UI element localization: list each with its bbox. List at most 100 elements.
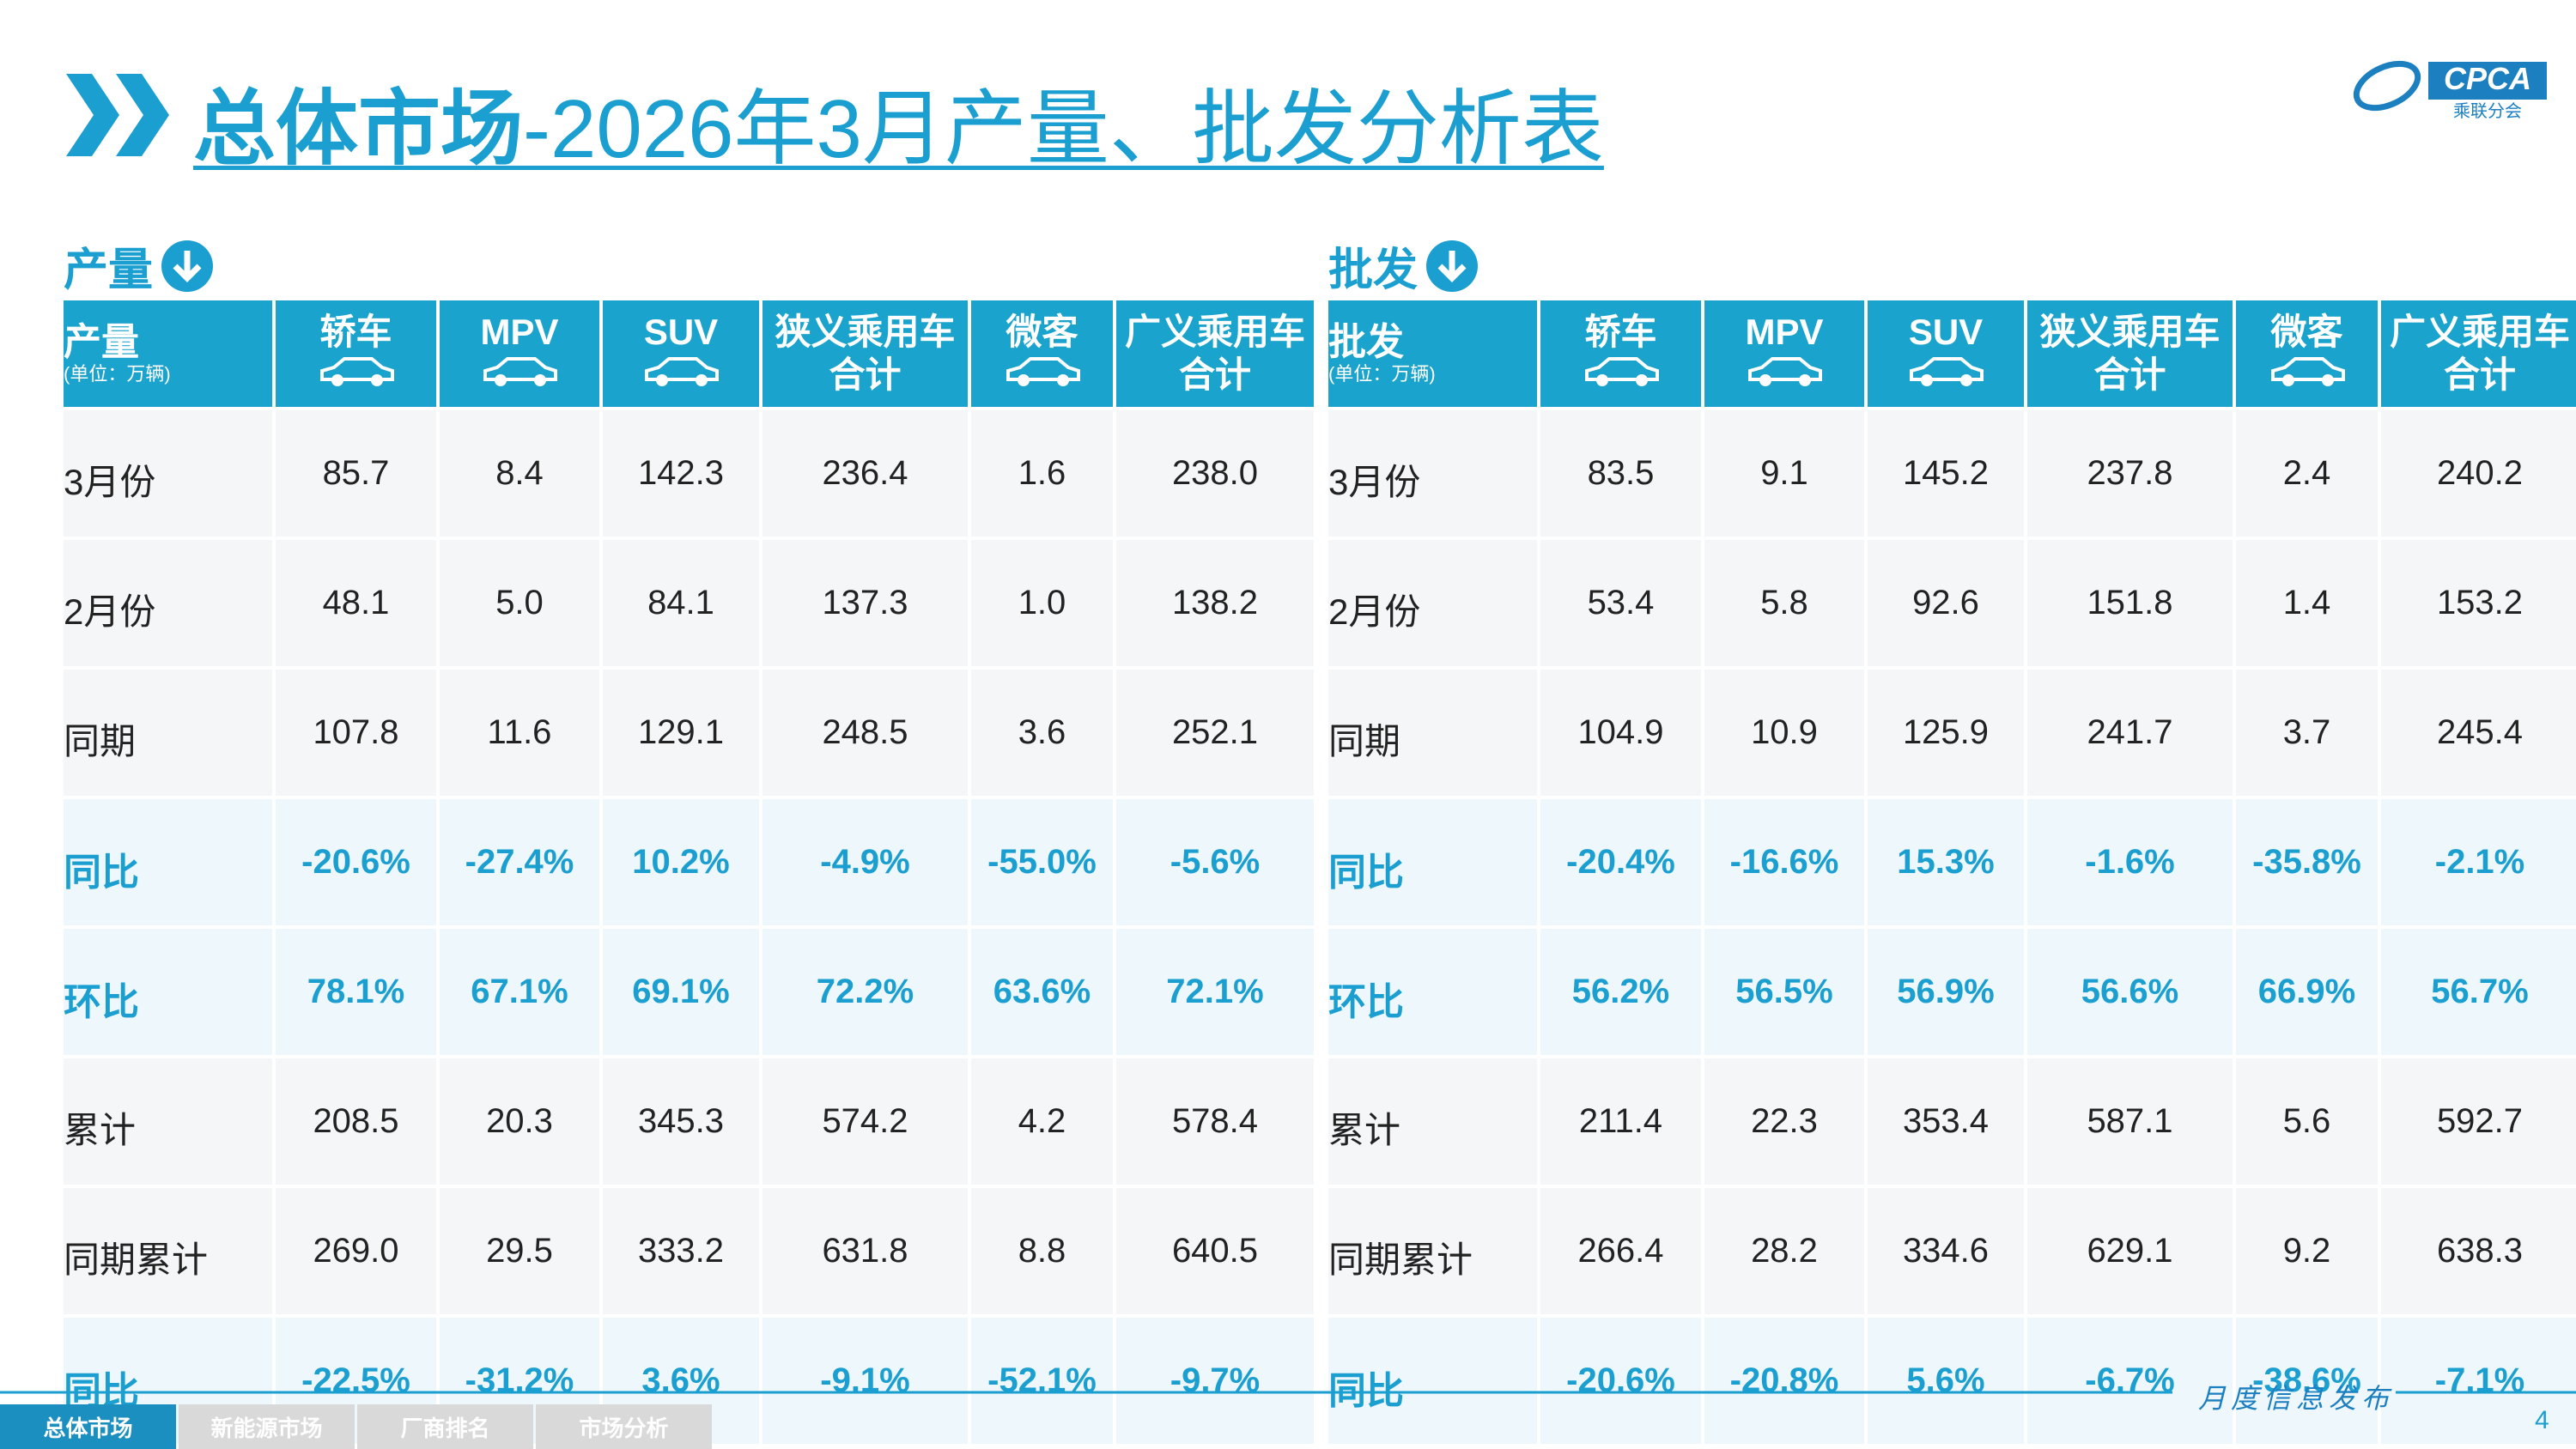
cell-value: 104.9 bbox=[1540, 670, 1701, 796]
table-row: 同期累计 266.4 28.2 334.6 629.1 9.2 638.3 bbox=[1328, 1188, 2576, 1314]
cell-value: 125.9 bbox=[1868, 670, 2024, 796]
row-label: 累计 bbox=[64, 1058, 272, 1185]
column-header: SUV bbox=[1868, 300, 2024, 407]
section-label: 批发 bbox=[1328, 233, 1479, 298]
row-label: 同比 bbox=[1328, 799, 1537, 925]
cell-value: 69.1% bbox=[603, 929, 759, 1055]
cell-value: -55.0% bbox=[971, 799, 1113, 925]
data-table: 批发 (单位：万辆) 轿车 MPV SUV 狭义乘用车 合计 微客 广义乘用车 合计 3月份 83.5… bbox=[1325, 297, 2576, 1447]
cell-value: 63.6% bbox=[971, 929, 1113, 1055]
column-header-text: 微客 bbox=[2270, 311, 2343, 352]
cell-value: 8.8 bbox=[971, 1188, 1113, 1314]
column-header: 轿车 bbox=[276, 300, 436, 407]
cell-value: 211.4 bbox=[1540, 1058, 1701, 1185]
column-header-text: 轿车 bbox=[319, 311, 392, 352]
cell-value: 53.4 bbox=[1540, 540, 1701, 666]
cell-value: 151.8 bbox=[2027, 540, 2233, 666]
car-icon bbox=[1910, 356, 1984, 386]
logo-text: CPCA bbox=[2444, 61, 2531, 96]
footer-tab[interactable]: 新能源市场 bbox=[179, 1404, 355, 1449]
car-icon bbox=[483, 356, 557, 386]
cell-value: 245.4 bbox=[2381, 670, 2576, 796]
cell-value: 237.8 bbox=[2027, 410, 2233, 537]
corner-cell: 产量 (单位：万辆) bbox=[64, 300, 272, 407]
cell-value: -20.4% bbox=[1540, 799, 1701, 925]
column-header-text: 合计 bbox=[2093, 355, 2166, 395]
car-icon bbox=[319, 356, 394, 386]
footer-tab[interactable]: 市场分析 bbox=[536, 1404, 712, 1449]
row-label: 2月份 bbox=[64, 540, 272, 666]
cell-value: 92.6 bbox=[1868, 540, 2024, 666]
header-row: 产量 (单位：万辆) 轿车 MPV SUV 狭义乘用车 合计 微客 广义乘用车合计 bbox=[64, 300, 1314, 407]
cell-value: 353.4 bbox=[1868, 1058, 2024, 1185]
cell-value: -16.6% bbox=[1704, 799, 1864, 925]
column-header: 微客 bbox=[971, 300, 1113, 407]
row-label: 环比 bbox=[1328, 929, 1537, 1055]
column-header-text: 微客 bbox=[1005, 311, 1078, 352]
cell-value: 20.3 bbox=[440, 1058, 599, 1185]
title: 总体市场-2026年3月产量、批发分析表 bbox=[193, 62, 1604, 181]
table-row: 同比 -20.6% -20.8% 5.6% -6.7% -38.6% -7.1% bbox=[1328, 1318, 2576, 1444]
cell-value: 137.3 bbox=[762, 540, 968, 666]
cell-value: 252.1 bbox=[1116, 670, 1314, 796]
cell-value: 10.2% bbox=[603, 799, 759, 925]
cell-value: -5.6% bbox=[1116, 799, 1314, 925]
row-label: 3月份 bbox=[64, 410, 272, 537]
cell-value: 574.2 bbox=[762, 1058, 968, 1185]
logo-sub: 乘联分会 bbox=[2453, 101, 2522, 120]
column-header: 微客 bbox=[2236, 300, 2378, 407]
cell-value: 153.2 bbox=[2381, 540, 2576, 666]
cell-value: 238.0 bbox=[1116, 410, 1314, 537]
unit-label: (单位：万辆) bbox=[64, 363, 171, 385]
table-row: 同比 -20.6% -27.4% 10.2% -4.9% -55.0% -5.6% bbox=[64, 799, 1314, 925]
footer-tab[interactable]: 总体市场 bbox=[0, 1404, 176, 1449]
cell-value: 107.8 bbox=[276, 670, 436, 796]
column-header: MPV bbox=[440, 300, 599, 407]
cell-value: 592.7 bbox=[2381, 1058, 2576, 1185]
cell-value: -2.1% bbox=[2381, 799, 2576, 925]
cell-value: 11.6 bbox=[440, 670, 599, 796]
cell-value: 9.1 bbox=[1704, 410, 1864, 537]
section-label: 产量 bbox=[64, 233, 215, 298]
page-number: 4 bbox=[2535, 1406, 2549, 1434]
table-row: 环比 56.2% 56.5% 56.9% 56.6% 66.9% 56.7% bbox=[1328, 929, 2576, 1055]
column-header-text: 合计 bbox=[829, 355, 902, 395]
cell-value: 83.5 bbox=[1540, 410, 1701, 537]
cell-value: 1.6 bbox=[971, 410, 1113, 537]
column-header-text: 轿车 bbox=[1584, 311, 1657, 352]
cell-value: 15.3% bbox=[1868, 799, 2024, 925]
cell-value: 333.2 bbox=[603, 1188, 759, 1314]
cell-value: 241.7 bbox=[2027, 670, 2233, 796]
cell-value: 1.4 bbox=[2236, 540, 2378, 666]
column-header-text: 广义乘用车 bbox=[1124, 312, 1305, 352]
table-row: 累计 211.4 22.3 353.4 587.1 5.6 592.7 bbox=[1328, 1058, 2576, 1185]
column-header: SUV bbox=[603, 300, 759, 407]
cell-value: 2.4 bbox=[2236, 410, 2378, 537]
cell-value: -35.8% bbox=[2236, 799, 2378, 925]
row-label: 同比 bbox=[64, 799, 272, 925]
cell-value: 638.3 bbox=[2381, 1188, 2576, 1314]
cell-value: -4.9% bbox=[762, 799, 968, 925]
title-rest: -2026年3月产量、批发分析表 bbox=[523, 83, 1604, 175]
cell-value: 84.1 bbox=[603, 540, 759, 666]
column-header-text: 狭义乘用车 bbox=[2039, 312, 2221, 352]
table-row: 3月份 83.5 9.1 145.2 237.8 2.4 240.2 bbox=[1328, 410, 2576, 537]
footer-tab[interactable]: 厂商排名 bbox=[357, 1404, 533, 1449]
table-row: 环比 78.1% 67.1% 69.1% 72.2% 63.6% 72.1% bbox=[64, 929, 1314, 1055]
corner-label: 批发 bbox=[1328, 321, 1404, 363]
cell-value: 345.3 bbox=[603, 1058, 759, 1185]
car-icon bbox=[645, 356, 719, 386]
cell-value: 4.2 bbox=[971, 1058, 1113, 1185]
column-header-text: MPV bbox=[480, 311, 559, 352]
unit-label: (单位：万辆) bbox=[1328, 363, 1436, 385]
car-icon bbox=[1584, 356, 1659, 386]
cell-value: 56.2% bbox=[1540, 929, 1701, 1055]
cell-value: -20.6% bbox=[276, 799, 436, 925]
cell-value: 240.2 bbox=[2381, 410, 2576, 537]
cell-value: 66.9% bbox=[2236, 929, 2378, 1055]
cell-value: 85.7 bbox=[276, 410, 436, 537]
row-label: 同期累计 bbox=[1328, 1188, 1537, 1314]
column-header: 狭义乘用车 合计 bbox=[762, 300, 968, 407]
cell-value: 587.1 bbox=[2027, 1058, 2233, 1185]
title-bold: 总体市场 bbox=[193, 83, 523, 175]
